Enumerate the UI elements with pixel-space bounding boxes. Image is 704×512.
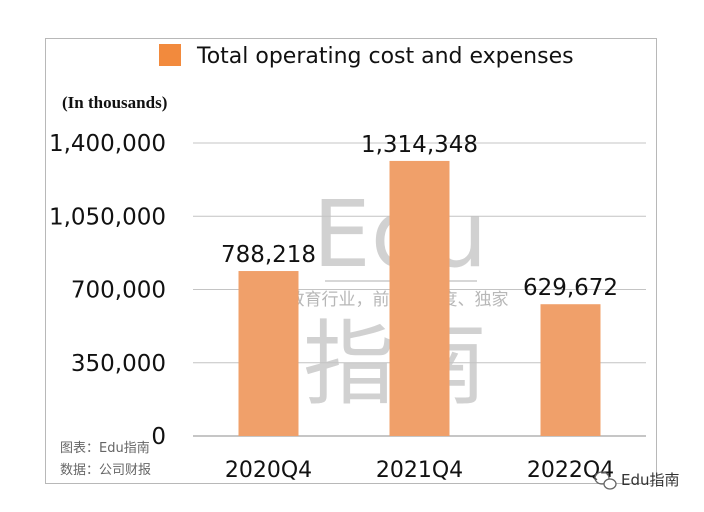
chart-source-note: 图表：Edu指南 [60, 440, 150, 456]
wechat-icon [594, 471, 617, 490]
data-label: 788,218 [221, 242, 316, 268]
brand-label: Edu指南 [621, 471, 680, 489]
data-source-note: 数据：公司财报 [60, 463, 151, 478]
legend-swatch [159, 44, 181, 66]
y-tick-label: 350,000 [71, 351, 166, 377]
legend-label: Total operating cost and expenses [196, 44, 574, 69]
data-label: 629,672 [523, 275, 618, 301]
y-axis-unit-label: (In thousands) [62, 93, 167, 112]
y-tick-label: 1,400,000 [49, 131, 166, 157]
bar [389, 160, 450, 437]
y-tick-label: 0 [151, 424, 166, 450]
bar [238, 271, 299, 436]
data-label: 1,314,348 [361, 132, 478, 158]
x-tick-label: 2020Q4 [225, 458, 312, 483]
x-tick-label: 2022Q4 [527, 458, 614, 483]
bar [540, 304, 601, 436]
y-tick-label: 700,000 [71, 278, 166, 304]
y-tick-label: 1,050,000 [49, 204, 166, 230]
x-tick-label: 2021Q4 [376, 458, 463, 483]
chart-frame [45, 38, 657, 484]
